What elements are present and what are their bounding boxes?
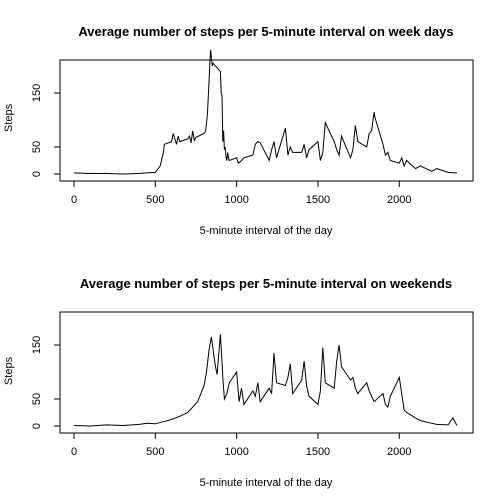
x-axis-label-weekdays: 5-minute interval of the day <box>200 225 333 237</box>
x-tick-label-weekdays-1000: 1000 <box>224 194 248 206</box>
y-tick-label-weekdays-0: 0 <box>31 171 43 177</box>
y-tick-label-weekdays-150: 150 <box>31 84 43 102</box>
x-tick-label-weekends-500: 500 <box>146 446 164 458</box>
x-tick-label-weekdays-2000: 2000 <box>387 194 411 206</box>
chart-title-weekdays: Average number of steps per 5-minute int… <box>78 24 453 39</box>
x-tick-label-weekends-1500: 1500 <box>306 446 330 458</box>
x-tick-label-weekdays-1500: 1500 <box>306 194 330 206</box>
chart-panel-weekends: Average number of steps per 5-minute int… <box>3 276 474 489</box>
x-tick-label-weekends-2000: 2000 <box>387 446 411 458</box>
x-tick-label-weekends-1000: 1000 <box>224 446 248 458</box>
x-tick-label-weekdays-0: 0 <box>71 194 77 206</box>
y-axis-label-weekdays: Steps <box>3 103 15 132</box>
x-tick-label-weekdays-500: 500 <box>146 194 164 206</box>
data-line-weekdays <box>73 49 458 175</box>
chart-title-weekends: Average number of steps per 5-minute int… <box>80 276 452 291</box>
chart-panel-weekdays: Average number of steps per 5-minute int… <box>3 24 474 237</box>
y-axis-label-weekends: Steps <box>3 356 15 385</box>
x-axis-label-weekends: 5-minute interval of the day <box>200 477 333 489</box>
data-line-weekends <box>73 334 458 427</box>
y-tick-label-weekdays-50: 50 <box>31 141 43 153</box>
x-tick-label-weekends-0: 0 <box>71 446 77 458</box>
plot-frame-weekends <box>59 311 474 434</box>
plot-frame-weekdays <box>59 59 474 182</box>
y-tick-label-weekends-50: 50 <box>31 393 43 405</box>
y-tick-label-weekends-150: 150 <box>31 336 43 354</box>
y-tick-label-weekends-0: 0 <box>31 423 43 429</box>
